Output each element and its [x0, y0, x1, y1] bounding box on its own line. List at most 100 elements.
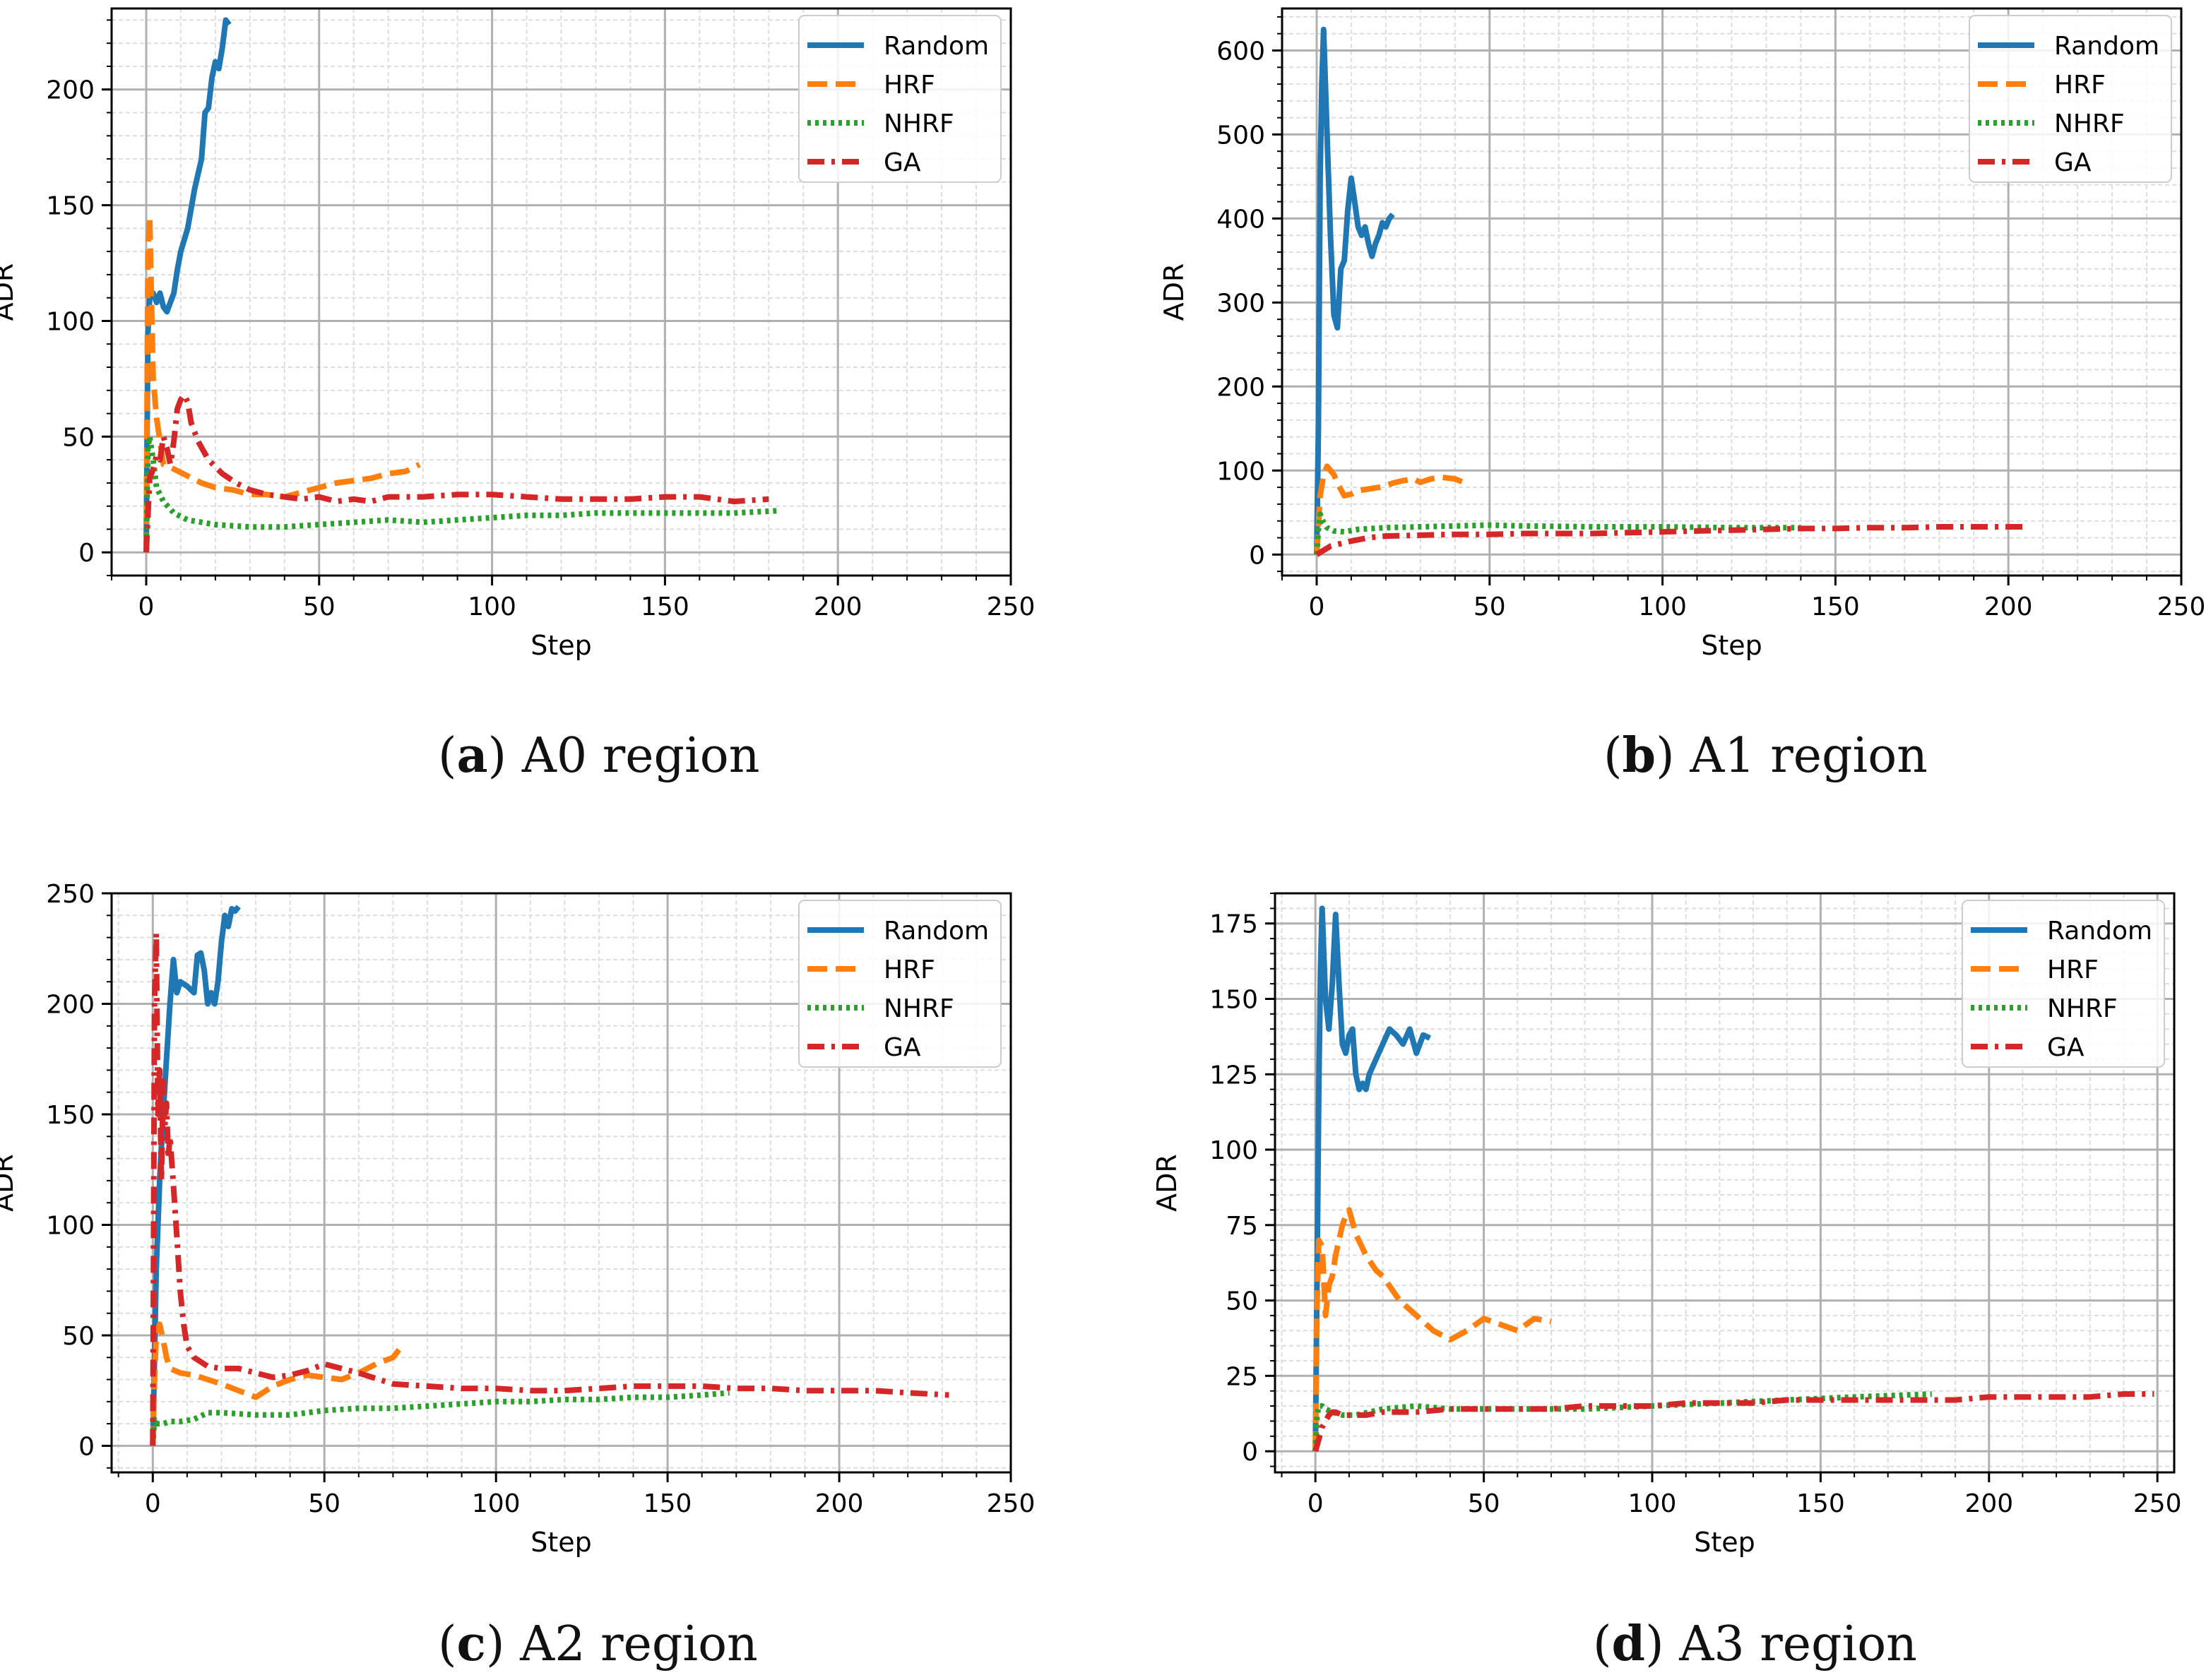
y-tick-label: 600: [1216, 37, 1265, 66]
series-line-ga: [150, 930, 949, 1446]
x-tick-label: 150: [644, 1489, 692, 1518]
legend-label-nhrf: NHRF: [884, 109, 954, 138]
x-tick-label: 0: [138, 592, 155, 621]
legend-label-hrf: HRF: [884, 71, 935, 100]
y-tick-label: 250: [46, 880, 95, 909]
y-tick-label: 150: [46, 1101, 95, 1130]
y-axis-label: ADR: [0, 1154, 19, 1212]
y-axis-label: ADR: [1158, 263, 1190, 321]
legend-label-nhrf: NHRF: [2047, 994, 2118, 1023]
series-line-random: [1314, 26, 1395, 555]
x-tick-label: 250: [2133, 1489, 2182, 1518]
y-tick-label: 50: [62, 423, 95, 452]
caption-c: (c) A2 region: [438, 1616, 758, 1672]
x-tick-label: 0: [1309, 592, 1325, 621]
y-tick-label: 100: [1209, 1136, 1258, 1165]
y-tick-label: 175: [1209, 910, 1258, 939]
x-tick-label: 200: [1984, 592, 2033, 621]
y-tick-label: 300: [1216, 289, 1265, 318]
y-tick-label: 150: [46, 192, 95, 221]
y-tick-label: 50: [1226, 1287, 1258, 1316]
x-axis-label: Step: [530, 1527, 592, 1558]
series-line-random: [1312, 905, 1431, 1452]
y-axis-label: ADR: [0, 263, 19, 321]
y-axis-label: ADR: [1151, 1154, 1182, 1212]
plot-frame: [110, 7, 1012, 577]
plot-frame: [1281, 7, 2183, 577]
x-tick-label: 250: [987, 592, 1036, 621]
x-tick-label: 200: [1964, 1489, 2013, 1518]
caption-b: (b) A1 region: [1603, 727, 1928, 784]
x-axis-label: Step: [1694, 1527, 1755, 1558]
legend-label-random: Random: [884, 32, 989, 61]
y-tick-label: 100: [46, 308, 95, 337]
chart-0: 0 50 100 150 200 250 0 50 100 150 200 Step ADR Random…: [0, 7, 1036, 661]
y-tick-label: 75: [1226, 1212, 1258, 1241]
chart-1: 0 50 100 150 200 250 0 100 200 300 400 500 600 Step AD…: [1158, 7, 2206, 661]
y-tick-label: 200: [46, 991, 95, 1020]
legend: Random HRF NHRF GA: [798, 900, 1002, 1068]
x-tick-label: 0: [1307, 1489, 1324, 1518]
series-line-hrf: [143, 214, 421, 553]
plot-frame: [110, 892, 1012, 1474]
x-tick-label: 250: [987, 1489, 1036, 1518]
x-tick-label: 200: [815, 1489, 864, 1518]
y-tick-label: 50: [62, 1322, 95, 1351]
x-tick-label: 0: [145, 1489, 161, 1518]
series-line-random: [143, 17, 232, 553]
x-tick-label: 150: [1796, 1489, 1845, 1518]
legend-box: [798, 900, 1002, 1068]
x-tick-label: 50: [303, 592, 336, 621]
legend-label-nhrf: NHRF: [884, 994, 954, 1023]
legend-label-hrf: HRF: [2054, 71, 2106, 100]
series-line-hrf: [1314, 463, 1466, 555]
y-tick-label: 125: [1209, 1061, 1258, 1090]
series-line-ga: [1315, 524, 2026, 557]
x-tick-label: 50: [308, 1489, 340, 1518]
chart-3: 0 50 100 150 200 250 0 25 50 75 100 125 150 175 Step AD…: [1151, 892, 2182, 1558]
legend-label-random: Random: [884, 917, 989, 946]
legend-label-hrf: HRF: [2047, 955, 2099, 984]
y-tick-label: 0: [78, 1432, 95, 1461]
legend-box: [798, 15, 1002, 183]
y-tick-label: 150: [1209, 986, 1258, 1015]
y-tick-label: 0: [1242, 1438, 1258, 1467]
x-tick-label: 200: [814, 592, 862, 621]
plot-frame: [1274, 892, 2176, 1474]
y-tick-label: 200: [1216, 373, 1265, 402]
x-tick-label: 250: [2157, 592, 2206, 621]
legend-label-ga: GA: [884, 148, 921, 177]
x-tick-label: 150: [641, 592, 689, 621]
legend-box: [1969, 15, 2172, 183]
x-axis-label: Step: [1701, 630, 1762, 661]
legend-label-random: Random: [2054, 32, 2159, 61]
series-line-hrf: [1312, 1207, 1552, 1452]
x-tick-label: 50: [1468, 1489, 1500, 1518]
legend-label-ga: GA: [884, 1033, 921, 1062]
y-tick-label: 500: [1216, 121, 1265, 150]
series-line-nhrf: [1312, 1391, 1932, 1452]
legend-box: [1962, 900, 2165, 1068]
y-tick-label: 0: [78, 539, 95, 568]
y-tick-label: 0: [1249, 541, 1265, 570]
series-line-random: [150, 905, 241, 1446]
x-tick-label: 100: [1638, 592, 1687, 621]
caption-a: (a) A0 region: [438, 727, 760, 784]
series-line-ga: [143, 392, 769, 553]
y-tick-label: 200: [46, 76, 95, 105]
legend-label-random: Random: [2047, 917, 2152, 946]
caption-d: (d) A3 region: [1593, 1616, 1917, 1672]
series-line-nhrf: [150, 1390, 730, 1446]
legend-label-ga: GA: [2047, 1033, 2085, 1062]
x-tick-label: 150: [1811, 592, 1860, 621]
legend: Random HRF NHRF GA: [1962, 900, 2165, 1068]
y-tick-label: 400: [1216, 205, 1265, 234]
legend-label-nhrf: NHRF: [2054, 109, 2125, 138]
x-tick-label: 50: [1473, 592, 1506, 621]
y-tick-label: 100: [1216, 457, 1265, 486]
legend-label-hrf: HRF: [884, 955, 935, 984]
x-tick-label: 100: [468, 592, 516, 621]
legend: Random HRF NHRF GA: [798, 15, 1002, 183]
series-line-ga: [1312, 1391, 2154, 1453]
